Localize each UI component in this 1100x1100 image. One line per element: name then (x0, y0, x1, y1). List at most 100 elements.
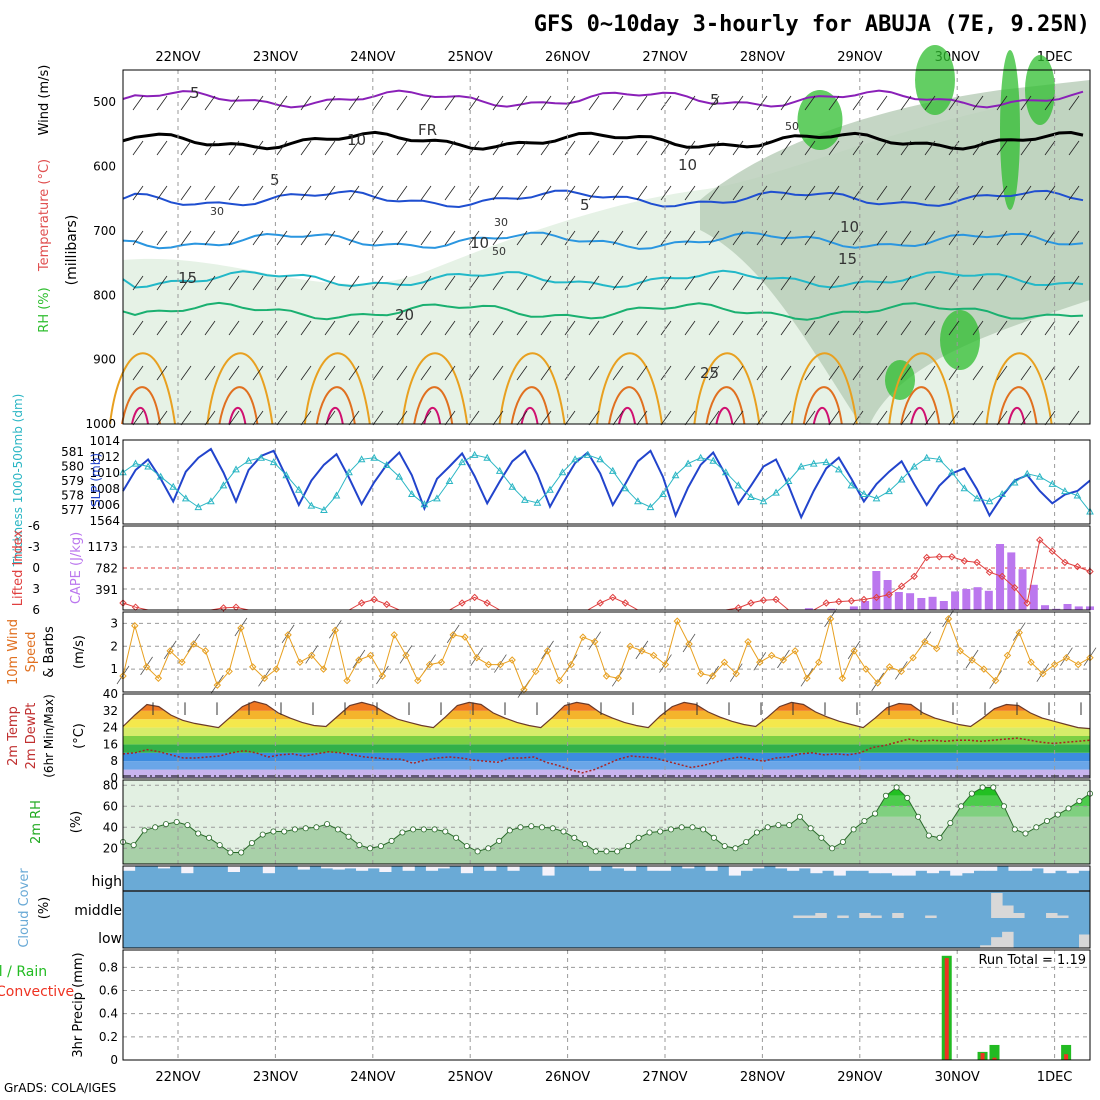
wind-barb (204, 320, 216, 336)
high-cloud-gap (1043, 866, 1056, 874)
high-cloud-gap (367, 866, 380, 869)
wind-barb (900, 185, 912, 201)
wind-speed-line (122, 617, 1091, 691)
wind-barb (924, 320, 936, 336)
cape-bar (951, 591, 960, 610)
wind-speed-point (791, 647, 799, 655)
thickness-point (207, 497, 215, 505)
high-cloud-gap (460, 866, 474, 874)
wind-barb (492, 365, 504, 381)
wind-barb (252, 230, 264, 246)
high-cloud-gap (227, 866, 241, 872)
lifted-index-point (998, 572, 1006, 581)
thickness-point (1035, 472, 1044, 480)
isotherm-25 (888, 352, 956, 425)
wind-barb (444, 95, 456, 111)
wind-speed-point (484, 660, 493, 669)
wind-barb (204, 365, 216, 381)
cape-bar (984, 590, 993, 610)
rh-point (485, 845, 492, 852)
wind-speed-point (685, 640, 693, 648)
wind-barb (252, 140, 264, 156)
lifted-index-point (1048, 547, 1057, 555)
wind-barb (756, 365, 768, 381)
wind-barb (204, 410, 216, 426)
wind-barb (996, 275, 1008, 291)
contour-label: 30 (210, 205, 224, 218)
cape-bar (928, 596, 937, 610)
lifted-index-point (1023, 599, 1031, 607)
wind-barb (372, 410, 384, 426)
wind-barb (1068, 230, 1080, 246)
wind-barb (924, 410, 936, 426)
thickness-point (332, 491, 341, 499)
high-cloud-gap (705, 866, 718, 871)
wind-barb (660, 275, 672, 291)
wind-speed-point (213, 681, 222, 689)
rh-point (689, 824, 696, 831)
wind-barb (948, 320, 960, 336)
wind-barb (852, 230, 864, 246)
thickness-point (307, 501, 316, 509)
precip-total-bar (989, 1044, 1000, 1060)
precip-tick-label: 0.6 (99, 984, 118, 998)
wind-barb (708, 185, 720, 201)
high-cloud-gap (868, 866, 881, 874)
rh-point (184, 822, 191, 829)
wind-barb (780, 320, 792, 336)
wind-barb (348, 95, 360, 111)
wind-barb (1020, 95, 1032, 111)
wind-barb (1044, 365, 1056, 381)
wind-speed-point (838, 674, 847, 682)
high-cloud-gap (332, 866, 345, 870)
thickness-point (521, 495, 529, 503)
thickness-point (470, 450, 479, 458)
high-cloud-gap (728, 866, 741, 876)
wind-barb (1068, 140, 1080, 156)
wind-barb (924, 230, 936, 246)
wind-barb (852, 410, 864, 426)
high-cloud-gap (589, 866, 602, 871)
wind-barb (588, 320, 600, 336)
isotherm-25 (109, 352, 176, 425)
wind-barb (756, 275, 768, 291)
rh-point (893, 784, 900, 791)
wind-barb (204, 230, 216, 246)
wind-barb (852, 185, 864, 201)
wind-barb (540, 140, 552, 156)
wind-barb (300, 320, 312, 336)
precip-convective-bar (944, 958, 949, 1060)
top-date-label: 26NOV (545, 50, 590, 65)
high-cloud-gap (658, 866, 672, 871)
wind-barb (804, 95, 816, 111)
isotherm-30 (705, 386, 746, 425)
wind-barb (684, 140, 696, 156)
wind-barb (1044, 275, 1056, 291)
wind-barb (1044, 410, 1056, 426)
wind-barb (972, 140, 984, 156)
wind-barb-10m (588, 631, 602, 650)
wind-speed-point (343, 676, 351, 685)
lifted-index-point (734, 604, 743, 612)
rh-point (775, 822, 782, 829)
high-cloud-gap (297, 866, 310, 870)
rh-point (603, 848, 610, 855)
wind-barb (180, 140, 192, 156)
wind-barb (516, 320, 528, 336)
rh-point (324, 821, 331, 828)
high-cloud-gap (1008, 866, 1021, 871)
ylabel-minmax: (6hr Min/Max) (42, 694, 56, 778)
thickness-point (646, 503, 655, 511)
wind-barb (612, 320, 624, 336)
isotherm-30 (218, 386, 259, 425)
rh-point (399, 829, 406, 836)
ylabel-cloud-unit: (%) (37, 897, 52, 920)
wind-barb (1020, 140, 1032, 156)
wind-barb (900, 230, 912, 246)
cape-bar (1052, 608, 1061, 610)
lifted-index-point (1010, 583, 1019, 592)
low-cloud-cell (1079, 934, 1091, 948)
middle-cloud-cell (1002, 905, 1014, 918)
thickness-point (294, 485, 303, 493)
wind-barb (588, 140, 600, 156)
